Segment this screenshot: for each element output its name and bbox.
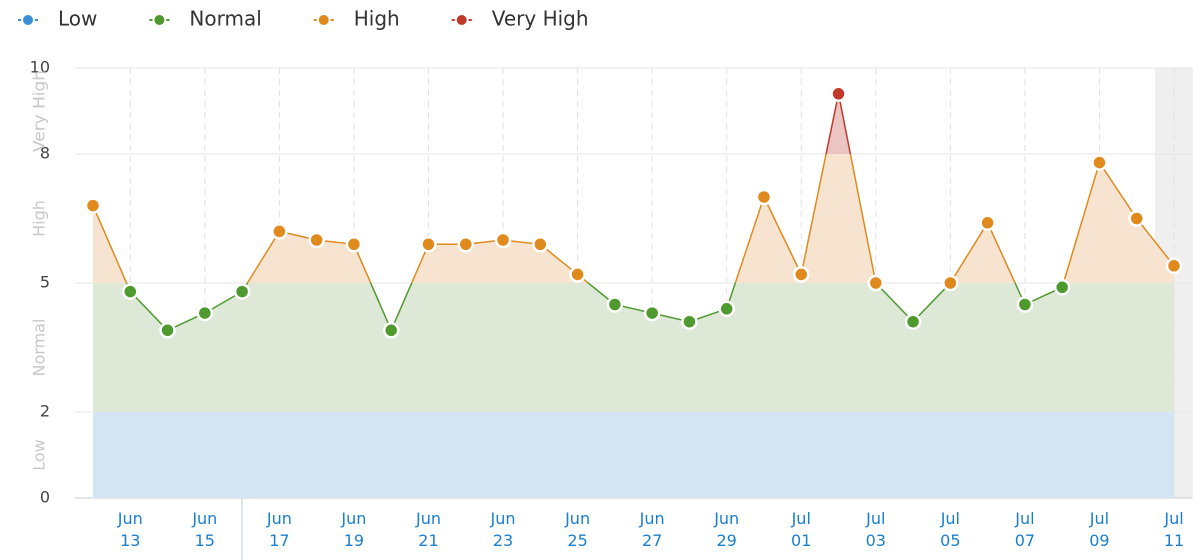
point	[942, 274, 959, 292]
point	[1053, 279, 1071, 296]
band-label: Very High	[30, 70, 49, 152]
x-tick-label: Jun 15	[192, 509, 218, 550]
point	[196, 304, 214, 322]
x-tick-label: Jul 03	[865, 509, 886, 550]
x-tick-label: Jun 21	[415, 509, 441, 550]
band-area	[93, 93, 1174, 154]
x-tick-label: Jul 01	[791, 509, 812, 550]
band-label: Normal	[30, 319, 49, 377]
point	[308, 231, 325, 249]
x-tick-label: Jun 25	[565, 509, 591, 550]
point	[1091, 154, 1108, 171]
point	[681, 313, 698, 330]
y-tick-label: 8	[40, 144, 50, 163]
point	[979, 214, 996, 232]
point	[1016, 296, 1034, 313]
legend-marker	[454, 13, 469, 27]
point	[457, 236, 475, 253]
x-tick-label: Jun 27	[639, 509, 665, 550]
line	[125, 283, 1065, 333]
point	[718, 300, 735, 318]
point	[1165, 257, 1183, 275]
point	[569, 266, 586, 283]
point	[904, 313, 922, 330]
x-tick-label: Jul 09	[1089, 509, 1110, 550]
y-tick-label: 10	[30, 58, 50, 77]
x-tick-label: Jul 05	[940, 509, 961, 550]
point	[792, 266, 810, 283]
point	[755, 188, 773, 206]
legend-label: High	[354, 7, 400, 31]
band-area	[93, 154, 1174, 283]
x-tick-label: Jun 13	[117, 509, 143, 550]
point	[420, 236, 437, 253]
point	[1128, 210, 1145, 227]
point	[643, 304, 661, 322]
point	[159, 322, 176, 339]
y-tick-label: 0	[40, 488, 50, 507]
legend-marker	[316, 13, 331, 27]
legend-label: Normal	[189, 7, 261, 31]
band-label: High	[30, 200, 49, 237]
x-tick-label: Jun 17	[266, 509, 292, 550]
point	[494, 231, 512, 249]
x-tick-label: Jun 23	[490, 509, 516, 550]
point	[345, 236, 363, 253]
point	[532, 236, 549, 253]
x-tick-label: Jun 29	[714, 509, 740, 550]
point	[84, 197, 102, 214]
band-area	[93, 283, 1174, 412]
y-tick-label: 5	[40, 273, 50, 292]
point	[233, 283, 251, 300]
line	[92, 154, 1175, 283]
legend-label: Very High	[492, 7, 589, 31]
point	[830, 85, 847, 103]
legend-marker	[21, 13, 35, 27]
band-area	[93, 412, 1174, 498]
point	[122, 283, 139, 300]
x-tick-label: Jul 07	[1014, 509, 1036, 550]
x-tick-label: Jun 19	[341, 509, 367, 550]
band-label: Low	[30, 439, 49, 471]
legend-marker	[152, 13, 167, 27]
point	[606, 296, 624, 313]
x-tick-label: Jul 11	[1163, 509, 1185, 550]
point	[382, 322, 400, 339]
point	[867, 274, 885, 292]
y-tick-label: 2	[40, 402, 50, 421]
point	[271, 223, 288, 240]
legend-label: Low	[58, 7, 97, 31]
